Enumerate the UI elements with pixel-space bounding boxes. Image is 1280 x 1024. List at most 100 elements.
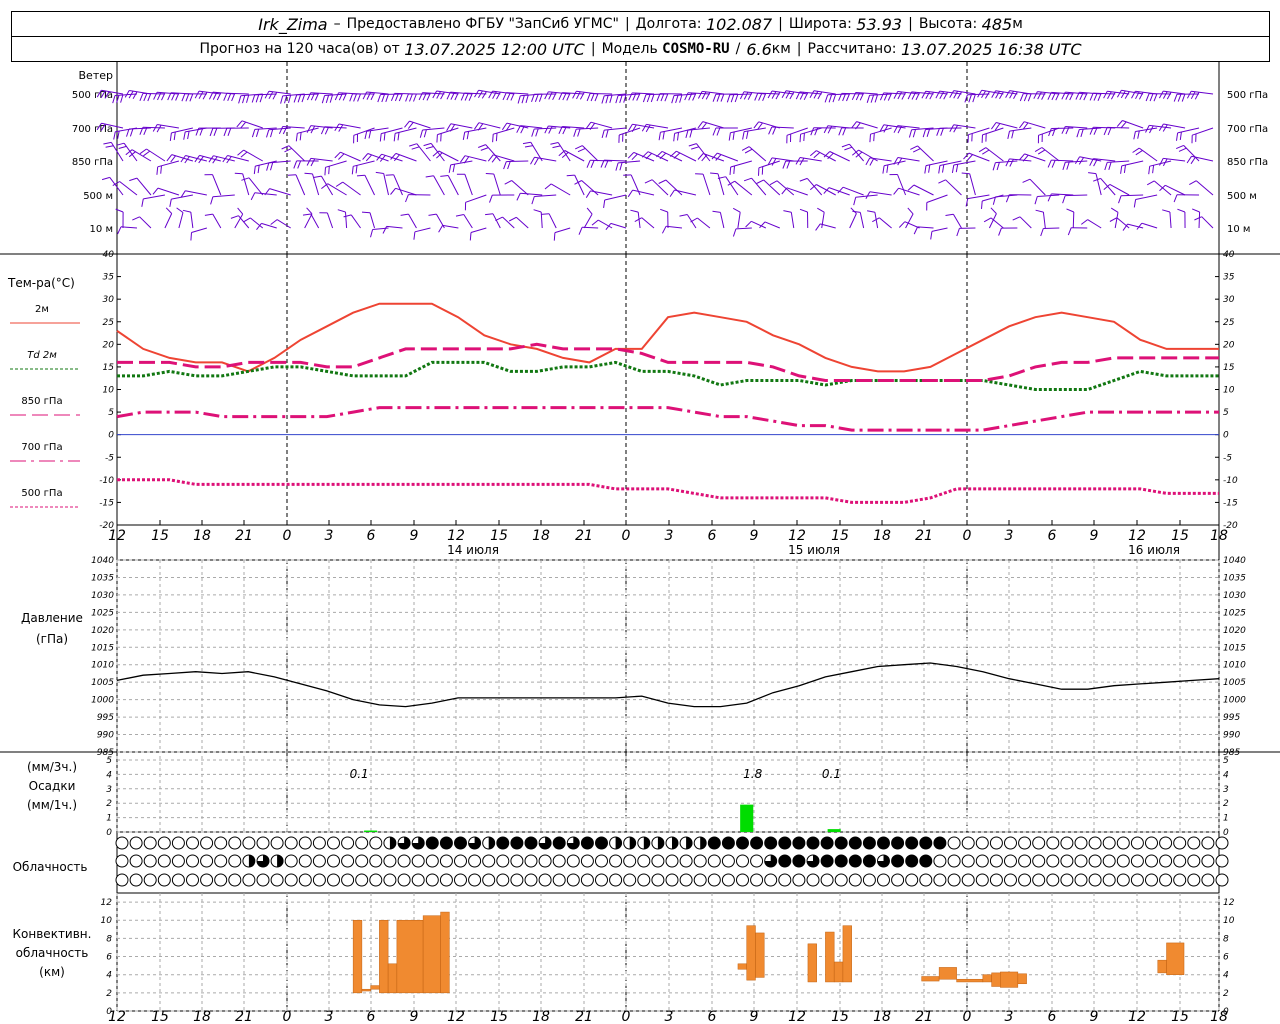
cloud-cell bbox=[862, 854, 876, 868]
alt-label: Высота: bbox=[918, 16, 978, 32]
conv-ytick-label-right: 4 bbox=[1223, 971, 1229, 981]
cloud-cell bbox=[721, 854, 735, 868]
wind-barb bbox=[632, 189, 655, 196]
station-name: Irk_Zima bbox=[258, 14, 328, 34]
temp-ytick-label-left: 40 bbox=[103, 250, 115, 260]
wind-barb-feather bbox=[1153, 93, 1158, 102]
wind-barb-feather bbox=[198, 91, 204, 99]
wind-barb-feather bbox=[867, 210, 875, 213]
cloud-cell bbox=[750, 873, 764, 887]
model-label: Модель bbox=[601, 41, 658, 57]
wind-barb-feather bbox=[170, 155, 176, 163]
wind-barb bbox=[157, 160, 180, 168]
provider: Предоставлено ФГБУ "ЗапСиб УГМС" bbox=[346, 16, 619, 32]
wind-barb-feather bbox=[213, 128, 218, 136]
wind-barb-feather bbox=[100, 123, 106, 131]
wind-barb-feather bbox=[809, 150, 817, 157]
wind-barb bbox=[557, 142, 571, 162]
conv-bar bbox=[737, 963, 747, 970]
temp-legend-label: Td 2м bbox=[27, 350, 57, 361]
wind-barb-feather bbox=[1066, 161, 1070, 170]
cloud-cell bbox=[637, 873, 651, 887]
wind-barb-feather bbox=[538, 94, 543, 102]
cloud-cell bbox=[566, 873, 580, 887]
wind-barb-feather bbox=[1093, 93, 1098, 101]
cloud-cell bbox=[693, 854, 707, 868]
wind-barb bbox=[383, 173, 390, 196]
conv-xtick-label: 12 bbox=[788, 1009, 806, 1024]
conv-xtick-label: 3 bbox=[665, 1009, 674, 1024]
pressure-ytick-label-right: 1020 bbox=[1223, 626, 1246, 636]
wind-barb-feather bbox=[1051, 160, 1056, 168]
temp-ytick-label-right: 30 bbox=[1223, 295, 1235, 305]
cloud-cell bbox=[228, 854, 242, 868]
wind-barb-feather bbox=[879, 124, 885, 133]
conv-ytick-label-left: 10 bbox=[101, 916, 113, 926]
cloud-cell bbox=[778, 836, 792, 850]
wind-barb-feather bbox=[799, 134, 802, 143]
wind-barb-feather bbox=[758, 93, 763, 101]
cloud-cell bbox=[552, 873, 566, 887]
cloud-cell bbox=[1116, 836, 1130, 850]
wind-barb-feather bbox=[253, 166, 256, 175]
wind-barb-feather bbox=[1123, 164, 1126, 173]
wind-barb-feather bbox=[628, 92, 633, 101]
wind-barb-feather bbox=[924, 165, 927, 174]
wind-barb bbox=[243, 149, 263, 162]
wind-barb-feather bbox=[956, 228, 960, 237]
header-row-1: Irk_Zima – Предоставлено ФГБУ "ЗапСиб УГ… bbox=[11, 11, 1270, 37]
wind-barb-feather bbox=[701, 122, 707, 130]
wind-barb-feather bbox=[120, 94, 124, 103]
wind-barb-feather bbox=[1116, 90, 1122, 98]
wind-barb-feather bbox=[897, 125, 903, 134]
wind-barb-feather bbox=[132, 216, 140, 221]
cloud-cell bbox=[750, 836, 764, 850]
conv-xtick-label: 18 bbox=[193, 1009, 211, 1024]
date-label: 15 июля bbox=[788, 543, 840, 557]
wind-barb-feather bbox=[1179, 131, 1182, 140]
wind-barb-feather bbox=[865, 157, 871, 166]
wind-barb-feather bbox=[855, 122, 861, 130]
cloud-cell bbox=[1201, 836, 1215, 850]
conv-xtick-label: 15 bbox=[831, 1009, 849, 1024]
cloud-cell bbox=[482, 873, 496, 887]
wind-barb-feather bbox=[1055, 92, 1060, 101]
wind-barb-feather bbox=[405, 93, 409, 102]
wind-barb-feather bbox=[1065, 126, 1070, 135]
wind-barb-feather bbox=[1177, 208, 1186, 213]
wind-barb-feather bbox=[180, 155, 186, 163]
wind-barb-feather bbox=[943, 91, 948, 100]
wind-barb-feather bbox=[1027, 93, 1032, 102]
cloud-cell-fill bbox=[277, 855, 284, 867]
cloud-cell bbox=[129, 836, 143, 850]
wind-barb-feather bbox=[1120, 165, 1123, 174]
wind-barb-feather bbox=[982, 149, 990, 155]
cloud-cell bbox=[1060, 854, 1074, 868]
temp-ytick-label-right: -5 bbox=[1223, 453, 1232, 463]
wind-barb bbox=[464, 127, 487, 133]
wind-barb bbox=[849, 213, 857, 229]
conv-ytick-label-right: 12 bbox=[1223, 898, 1235, 908]
temp-xtick-label: 18 bbox=[532, 528, 550, 544]
wind-barb-feather bbox=[413, 93, 417, 102]
wind-barb-feather bbox=[1116, 120, 1123, 127]
wind-barb-feather bbox=[440, 133, 442, 142]
precip-ytick-label-left: 3 bbox=[106, 785, 112, 795]
cloud-cell bbox=[933, 836, 947, 850]
wind-barb-feather bbox=[1181, 93, 1186, 102]
wind-barb-feather bbox=[585, 190, 591, 198]
pressure-ytick-label-left: 985 bbox=[97, 748, 114, 758]
wind-barb-feather bbox=[1037, 149, 1046, 155]
wind-barb-feather bbox=[1005, 158, 1010, 167]
wind-barb-feather bbox=[240, 121, 247, 129]
wind-barb-feather bbox=[129, 177, 138, 182]
wind-barb-feather bbox=[775, 91, 781, 100]
temp-ytick-label-left: 20 bbox=[103, 340, 115, 350]
wind-barb-feather bbox=[1047, 159, 1052, 168]
temp-xtick-label: 3 bbox=[665, 528, 674, 544]
conv-bar bbox=[842, 925, 852, 983]
temp-legend-label: 2м bbox=[35, 304, 49, 315]
wind-barb-feather bbox=[572, 91, 577, 99]
wind-barb-feather bbox=[496, 91, 501, 100]
cloud-cell bbox=[383, 854, 397, 868]
